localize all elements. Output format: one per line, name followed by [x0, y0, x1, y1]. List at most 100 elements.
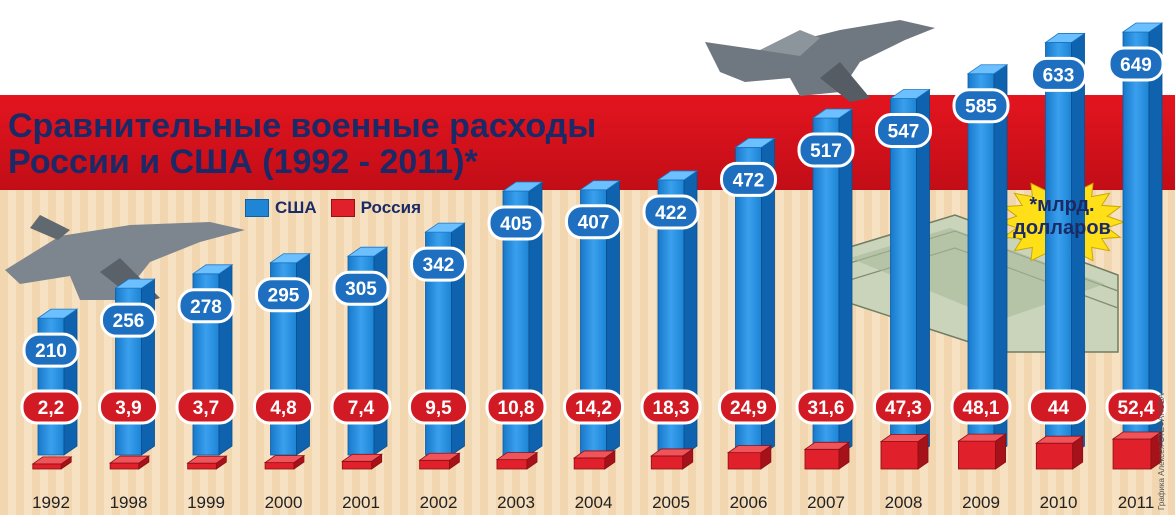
russia-badge-2005 — [640, 389, 702, 425]
year-tick-label-2007: 2007 — [807, 493, 845, 512]
russia-bar-top-2004 — [572, 450, 617, 459]
us-badge-2003 — [487, 205, 545, 241]
us-value-label-1999: 278 — [190, 297, 222, 318]
us-value-label-2000: 295 — [268, 286, 300, 307]
us-bar-top-2002 — [424, 222, 466, 233]
russia-value-label-1998: 3,9 — [115, 398, 141, 419]
bars-layer: 210 2,2 1992 256 3,9 1998 278 3,7 1999 295 4,8 2000… — [20, 22, 1167, 512]
russia-bar-top-2002 — [418, 452, 461, 461]
unit-note-line2: долларов — [1013, 217, 1111, 239]
russia-value-label-2000: 4,8 — [270, 398, 296, 419]
year-tick-label-2005: 2005 — [652, 493, 690, 512]
russia-bar-1992 — [32, 463, 62, 470]
russia-bar-top-2006 — [726, 445, 773, 454]
russia-badge-2008 — [873, 389, 934, 425]
russia-badge-2004 — [563, 389, 624, 425]
us-badge-2008 — [875, 112, 932, 148]
russia-badge-2010 — [1028, 389, 1089, 425]
us-value-label-2008: 547 — [888, 121, 920, 142]
us-badge-2001 — [332, 270, 390, 306]
us-bar-top-2010 — [1044, 33, 1086, 43]
russia-bar-top-2000 — [263, 455, 306, 464]
russia-value-label-2002: 9,5 — [425, 398, 452, 419]
russia-bar-2008 — [880, 441, 919, 470]
us-badge-2004 — [565, 204, 622, 240]
us-bar-top-2004 — [579, 180, 621, 191]
us-value-label-2004: 407 — [578, 213, 610, 234]
russia-bar-2000 — [264, 462, 295, 470]
russia-value-label-2005: 18,3 — [653, 398, 690, 419]
russia-bar-2002 — [419, 459, 450, 470]
us-bar-top-1999 — [191, 264, 234, 275]
us-badge-1998 — [100, 302, 157, 338]
year-tick-label-1999: 1999 — [187, 493, 225, 512]
us-badge-2006 — [720, 161, 777, 197]
year-tick-label-2006: 2006 — [730, 493, 768, 512]
russia-bar-top-2009 — [957, 433, 1007, 442]
russia-value-label-2009: 48,1 — [963, 398, 1000, 419]
russia-bar-2003 — [496, 459, 528, 470]
russia-bar-top-1999 — [186, 455, 228, 464]
us-badge-2011 — [1107, 46, 1165, 82]
russia-value-label-2007: 31,6 — [808, 398, 845, 419]
russia-badge-1999 — [175, 389, 237, 425]
us-value-label-2003: 405 — [500, 214, 532, 235]
year-tick-label-2001: 2001 — [342, 493, 380, 512]
us-value-label-2002: 342 — [423, 255, 455, 276]
chart-title-line2: России и США (1992 - 2011)* — [8, 143, 478, 181]
russia-value-label-2008: 47,3 — [885, 398, 922, 419]
us-value-label-2005: 422 — [655, 203, 687, 224]
russia-bar-top-2007 — [803, 441, 851, 450]
russia-bar-2009 — [958, 440, 996, 470]
russia-bar-2005 — [650, 455, 684, 470]
russia-bar-top-2001 — [341, 453, 383, 462]
us-bar-top-2006 — [734, 137, 776, 148]
year-tick-label-2008: 2008 — [885, 493, 923, 512]
us-badge-2002 — [410, 246, 467, 282]
us-bar-top-2000 — [269, 253, 311, 264]
year-tick-label-2011: 2011 — [1118, 493, 1155, 512]
russia-value-label-1992: 2,2 — [38, 398, 64, 419]
russia-badge-2006 — [718, 389, 779, 425]
us-badge-2009 — [952, 88, 1010, 124]
jet-illustration-top — [705, 20, 935, 102]
russia-badge-1998 — [98, 389, 159, 425]
legend-us-label: США — [275, 198, 317, 217]
unit-note-line1: *млрд. — [1029, 194, 1094, 216]
russia-bar-2004 — [573, 457, 606, 470]
russia-bar-top-1992 — [31, 456, 73, 465]
us-value-label-2001: 305 — [345, 279, 377, 300]
us-bar-top-2001 — [346, 246, 389, 257]
us-badge-2010 — [1030, 56, 1087, 92]
us-badge-2000 — [255, 277, 312, 313]
us-value-label-1998: 256 — [113, 311, 145, 332]
us-value-label-2006: 472 — [733, 170, 765, 191]
legend: США Россия — [245, 198, 421, 218]
russia-badge-2009 — [950, 389, 1012, 425]
russia-bar-top-2010 — [1035, 435, 1084, 444]
russia-bar-top-2003 — [495, 452, 539, 461]
russia-bar-2001 — [341, 460, 373, 470]
us-value-label-2011: 649 — [1120, 55, 1152, 76]
russia-bar-2011 — [1112, 438, 1152, 470]
us-badge-1992 — [22, 332, 80, 368]
year-tick-label-2000: 2000 — [265, 493, 303, 512]
us-bar-top-2005 — [656, 170, 699, 181]
russia-value-label-2004: 14,2 — [575, 398, 612, 419]
russia-bar-1999 — [187, 462, 217, 470]
russia-badge-1992 — [20, 389, 82, 425]
russia-value-label-2003: 10,8 — [498, 398, 535, 419]
russia-value-label-2011: 52,4 — [1118, 398, 1155, 419]
russia-bar-top-2005 — [649, 448, 695, 457]
legend-russia-swatch — [330, 199, 355, 217]
us-bar-top-1998 — [114, 278, 156, 289]
graphics-credit: Графика Алексея СТЕФАНОВА — [1157, 393, 1166, 510]
legend-russia-label: Россия — [360, 198, 421, 217]
russia-value-label-1999: 3,7 — [193, 398, 219, 419]
us-bar-top-1992 — [36, 308, 79, 319]
us-badge-1999 — [177, 288, 235, 324]
us-bar-side-1992 — [63, 308, 78, 456]
russia-badge-2011 — [1105, 389, 1167, 425]
russia-bar-2010 — [1035, 442, 1074, 470]
us-badge-2005 — [642, 194, 700, 230]
